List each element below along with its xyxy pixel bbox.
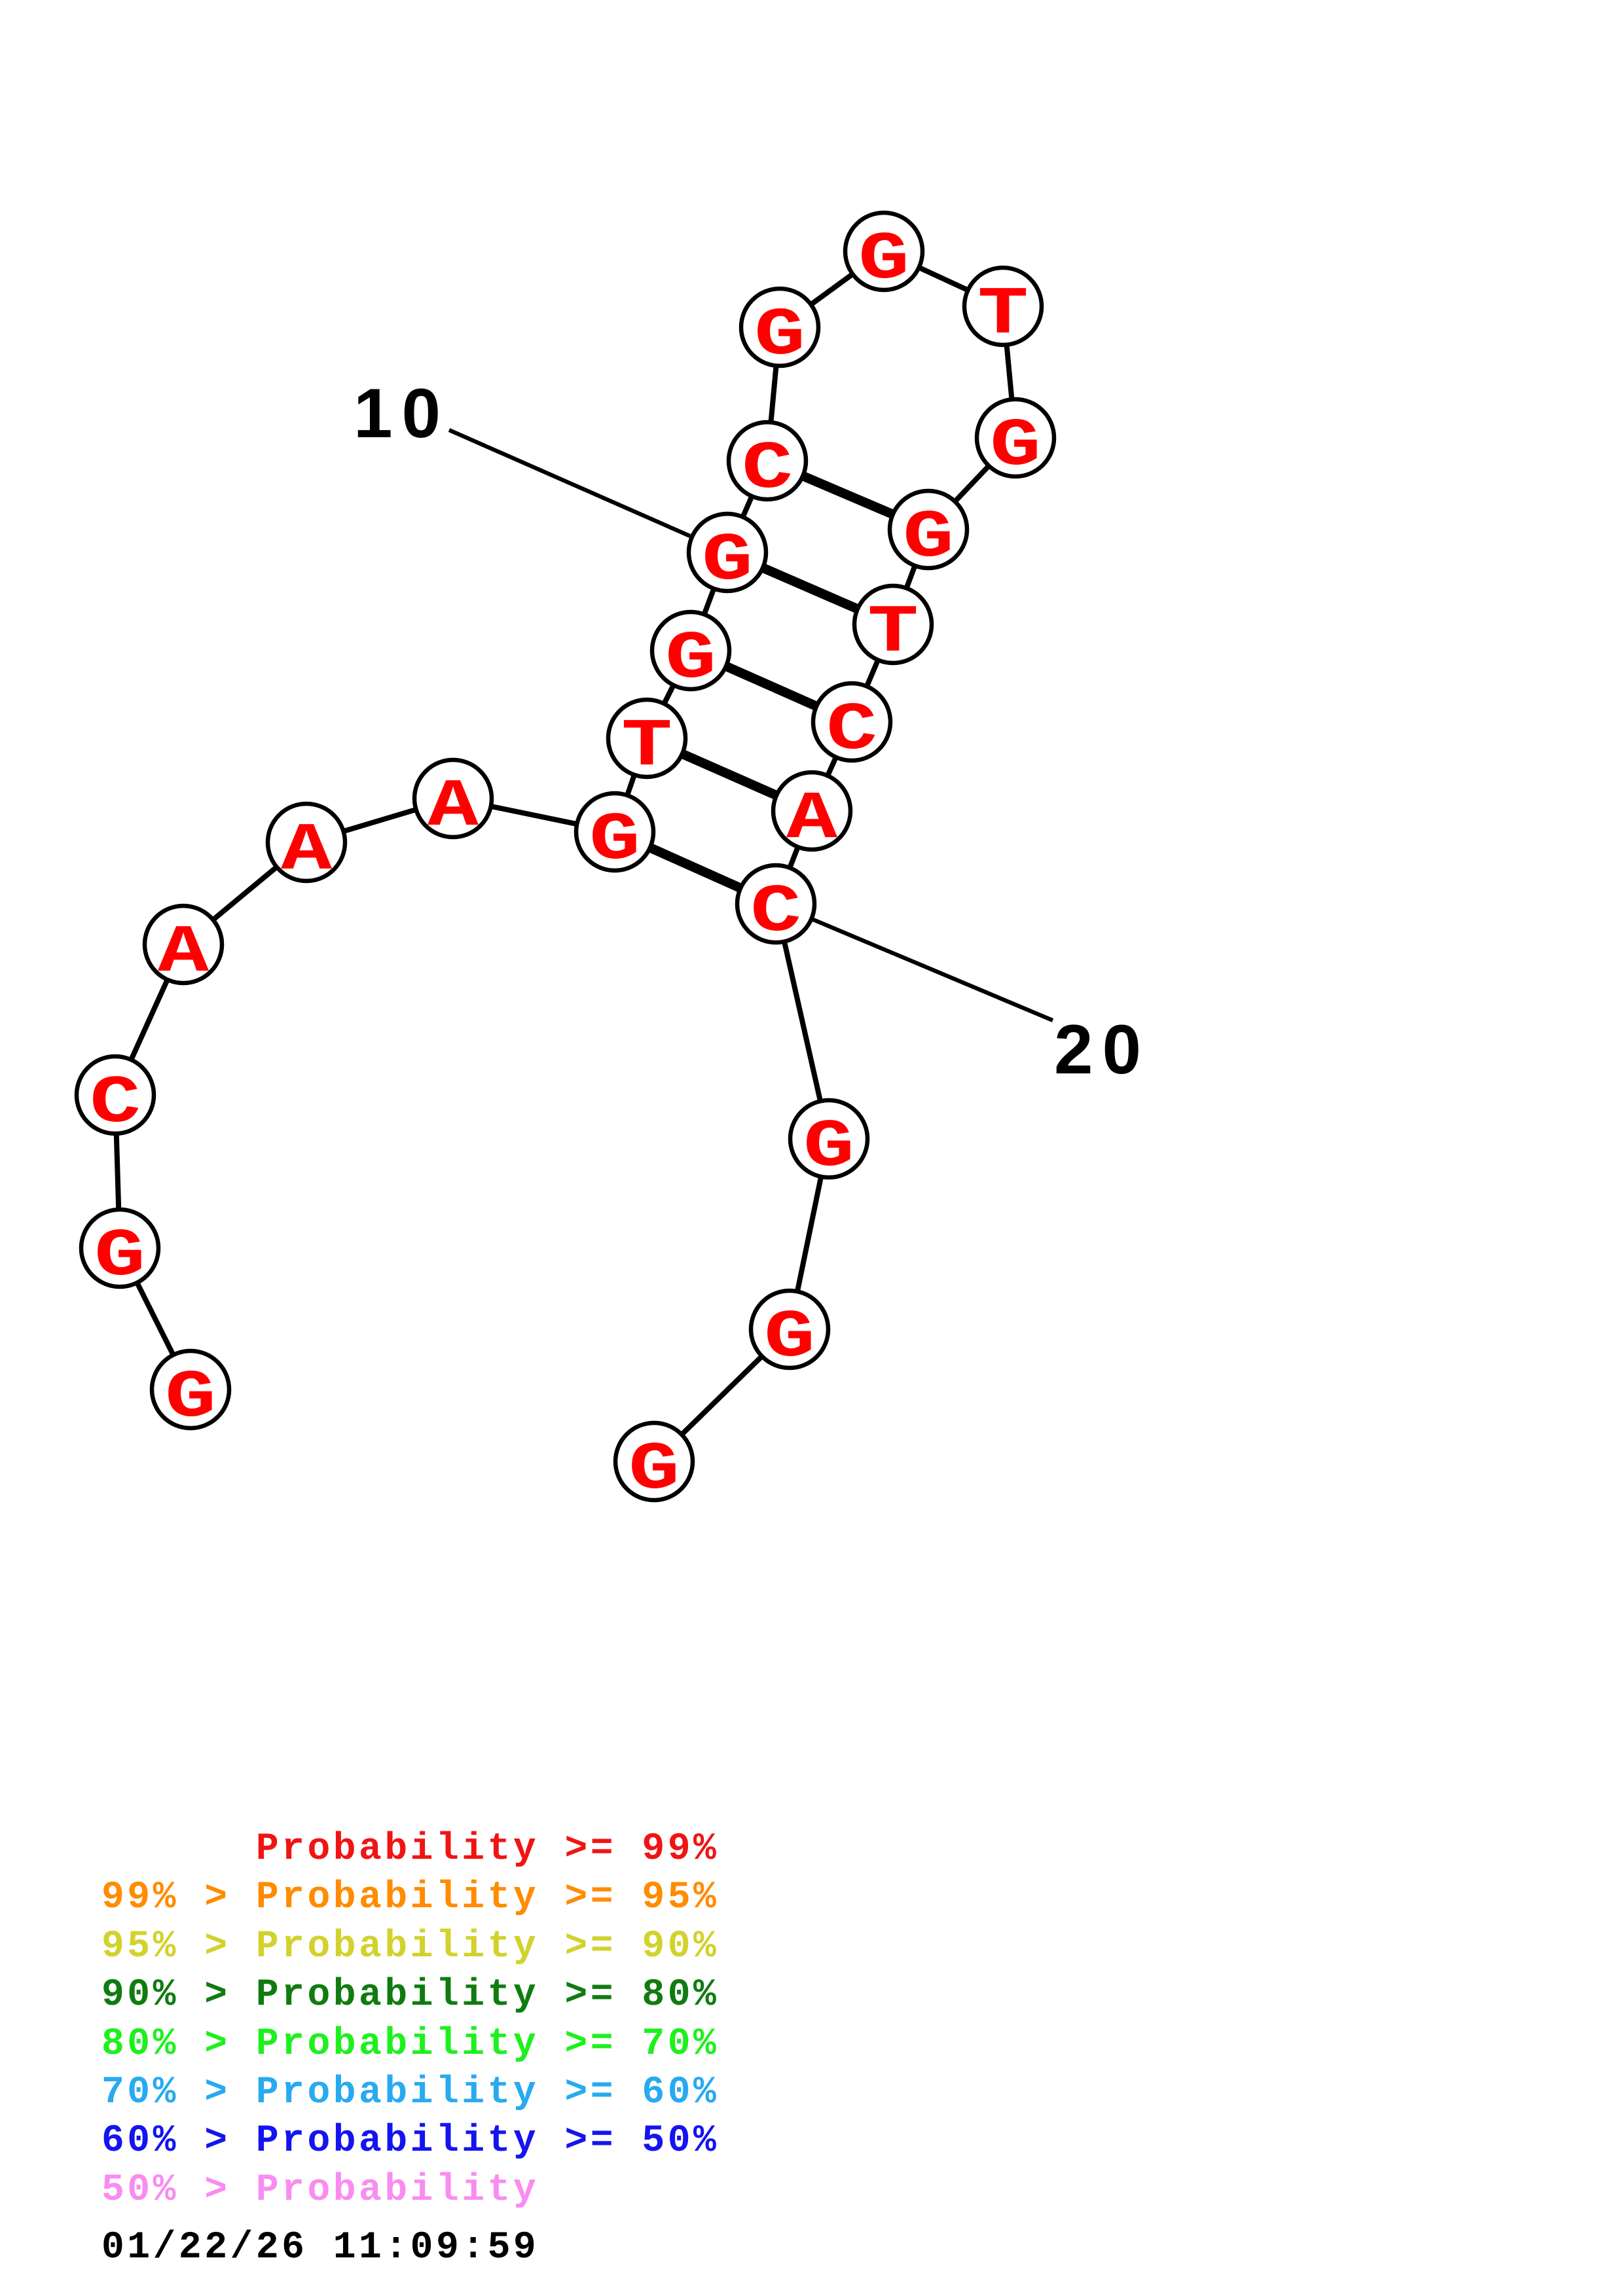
svg-text:10: 10 [354, 374, 450, 452]
svg-text:G: G [990, 408, 1041, 485]
svg-text:80% > Probability >= 70%: 80% > Probability >= 70% [101, 2023, 719, 2066]
svg-text:A: A [281, 813, 333, 889]
svg-text:99% > Probability >= 95%: 99% > Probability >= 95% [101, 1876, 719, 1919]
svg-text:G: G [903, 500, 954, 577]
svg-text:70% > Probability >= 60%: 70% > Probability >= 60% [101, 2072, 719, 2114]
svg-text:G: G [629, 1432, 680, 1509]
svg-text:G: G [764, 1300, 815, 1376]
svg-text:G: G [803, 1109, 854, 1186]
svg-text:G: G [754, 298, 805, 374]
svg-text:C: C [90, 1066, 141, 1142]
svg-text:G: G [94, 1219, 145, 1295]
svg-text:A: A [428, 769, 479, 846]
svg-text:60% > Probability >= 50%: 60% > Probability >= 50% [101, 2120, 719, 2162]
svg-text:A: A [158, 915, 210, 992]
svg-text:G: G [858, 222, 909, 298]
svg-text:T: T [867, 595, 919, 672]
svg-text:20: 20 [1054, 1010, 1150, 1088]
svg-text:A: A [786, 781, 838, 858]
svg-text:90% > Probability >= 80%: 90% > Probability >= 80% [101, 1974, 719, 2017]
svg-text:C: C [742, 431, 793, 508]
svg-text:G: G [589, 802, 640, 879]
svg-text:T: T [621, 709, 672, 785]
svg-text:T: T [977, 277, 1029, 353]
svg-text:C: C [750, 874, 801, 951]
svg-text:G: G [665, 621, 716, 698]
svg-text:C: C [826, 692, 877, 769]
svg-text:G: G [165, 1360, 216, 1437]
svg-text:G: G [702, 523, 753, 600]
svg-text:Probability >= 99%: Probability >= 99% [101, 1828, 719, 1871]
svg-text:95% > Probability >= 90%: 95% > Probability >= 90% [101, 1926, 719, 1968]
svg-text:01/22/26 11:09:59: 01/22/26 11:09:59 [101, 2227, 539, 2269]
svg-text:50% > Probability: 50% > Probability [101, 2169, 539, 2212]
